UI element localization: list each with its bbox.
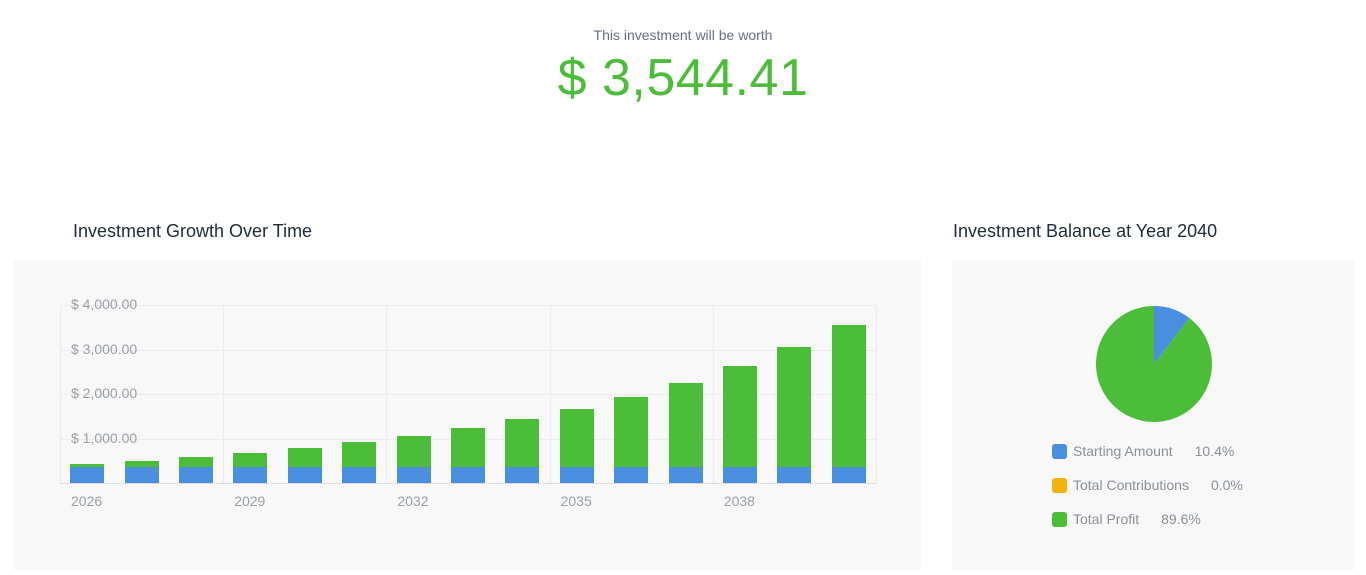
bar-2029 bbox=[233, 260, 268, 483]
bar-segment-total-profit bbox=[723, 366, 757, 467]
gridline-vertical bbox=[60, 305, 61, 483]
bar-segment-starting-amount bbox=[287, 466, 322, 483]
bar-segment-starting-amount bbox=[179, 466, 213, 483]
bar-segment-total-profit bbox=[233, 453, 268, 467]
bar-segment-total-profit bbox=[124, 460, 159, 467]
bar-segment-starting-amount bbox=[777, 466, 812, 483]
bar-2032 bbox=[396, 260, 431, 483]
x-tick-label: 2035 bbox=[560, 493, 592, 509]
bar-2038 bbox=[723, 260, 757, 483]
bar-segment-starting-amount bbox=[668, 466, 703, 483]
bar-segment-total-profit bbox=[505, 419, 540, 467]
bar-2039 bbox=[777, 260, 812, 483]
bar-segment-starting-amount bbox=[559, 466, 594, 483]
bar-segment-total-profit bbox=[614, 396, 649, 467]
bar-segment-starting-amount bbox=[451, 466, 485, 483]
legend-swatch-icon bbox=[1052, 443, 1067, 459]
gridline bbox=[60, 394, 876, 395]
gridline bbox=[60, 483, 876, 484]
bar-2027 bbox=[124, 260, 159, 483]
balance-chart-title: Investment Balance at Year 2040 bbox=[953, 221, 1218, 241]
growth-chart-title: Investment Growth Over Time bbox=[73, 221, 313, 241]
gridline-vertical bbox=[223, 305, 225, 483]
bar-segment-total-profit bbox=[559, 408, 594, 467]
gridline-vertical bbox=[386, 305, 388, 483]
legend-percent: 89.6% bbox=[1161, 511, 1201, 527]
bar-segment-starting-amount bbox=[396, 466, 431, 483]
gridline-vertical bbox=[549, 305, 551, 483]
bar-segment-total-profit bbox=[70, 463, 105, 467]
y-tick-label: $ 2,000.00 bbox=[71, 385, 138, 401]
growth-chart-plot: $ 1,000.00 $ 2,000.00 $ 3,000.00 $ 4,000.00… bbox=[14, 260, 921, 570]
bar-segment-starting-amount bbox=[831, 466, 866, 483]
x-tick-label: 2029 bbox=[234, 493, 266, 509]
legend-percent: 0.0% bbox=[1210, 477, 1243, 493]
gridline bbox=[60, 349, 876, 351]
legend-swatch-icon bbox=[1052, 477, 1067, 493]
bar-2037 bbox=[668, 260, 703, 483]
bar-2026 bbox=[70, 260, 105, 483]
legend-label: Total Contributions bbox=[1073, 477, 1189, 493]
hero-subtitle: This investment will be worth bbox=[593, 27, 773, 43]
legend-label: Total Profit bbox=[1073, 511, 1140, 527]
bar-segment-total-profit bbox=[287, 448, 322, 467]
bar-segment-starting-amount bbox=[614, 466, 649, 483]
bar-segment-starting-amount bbox=[124, 466, 159, 483]
y-tick-label: $ 1,000.00 bbox=[71, 429, 138, 446]
legend-percent: 10.4% bbox=[1194, 443, 1235, 459]
pie-chart bbox=[1096, 306, 1212, 422]
bar-segment-starting-amount bbox=[505, 466, 540, 483]
gridline bbox=[60, 305, 876, 306]
legend-item: Total Contributions 0.0% bbox=[1052, 477, 1243, 493]
bar-2030 bbox=[287, 260, 322, 483]
pie-slice-total-profit bbox=[1096, 306, 1212, 422]
bar-2035 bbox=[559, 260, 594, 483]
bar-2036 bbox=[614, 260, 649, 483]
bar-2040 bbox=[831, 260, 866, 483]
pie-slice-starting-amount bbox=[1154, 306, 1190, 364]
bar-segment-starting-amount bbox=[70, 466, 105, 483]
bar-segment-total-profit bbox=[342, 442, 377, 467]
bar-segment-starting-amount bbox=[723, 466, 757, 483]
gridline-vertical bbox=[712, 305, 714, 483]
hero-value: $ 3,544.41 bbox=[557, 49, 809, 107]
legend-label: Starting Amount bbox=[1073, 443, 1173, 459]
bar-segment-total-profit bbox=[668, 382, 703, 467]
legend-item: Total Profit 89.6% bbox=[1052, 511, 1201, 527]
x-tick-label: 2032 bbox=[397, 493, 429, 509]
bar-segment-total-profit bbox=[451, 428, 485, 467]
growth-chart-panel: $ 1,000.00 $ 2,000.00 $ 3,000.00 $ 4,000.00… bbox=[14, 260, 921, 570]
legend-swatch-icon bbox=[1052, 511, 1067, 527]
y-tick-label: $ 4,000.00 bbox=[71, 296, 138, 312]
x-tick-label: 2026 bbox=[71, 493, 103, 509]
bar-segment-total-profit bbox=[396, 435, 431, 467]
bar-2028 bbox=[179, 260, 213, 483]
y-tick-label: $ 3,000.00 bbox=[71, 340, 138, 357]
bar-segment-total-profit bbox=[831, 325, 866, 467]
bar-2031 bbox=[342, 260, 377, 483]
bar-segment-total-profit bbox=[179, 457, 213, 467]
x-tick-label: 2038 bbox=[723, 493, 755, 509]
bar-2033 bbox=[451, 260, 485, 483]
bar-segment-starting-amount bbox=[342, 466, 377, 483]
balance-chart-panel: Starting Amount 10.4% Total Contributions 0… bbox=[952, 260, 1354, 570]
gridline-vertical bbox=[876, 305, 877, 483]
bar-segment-total-profit bbox=[777, 347, 812, 467]
legend-item: Starting Amount 10.4% bbox=[1052, 443, 1234, 459]
bar-2034 bbox=[505, 260, 540, 483]
bar-segment-starting-amount bbox=[233, 466, 268, 483]
